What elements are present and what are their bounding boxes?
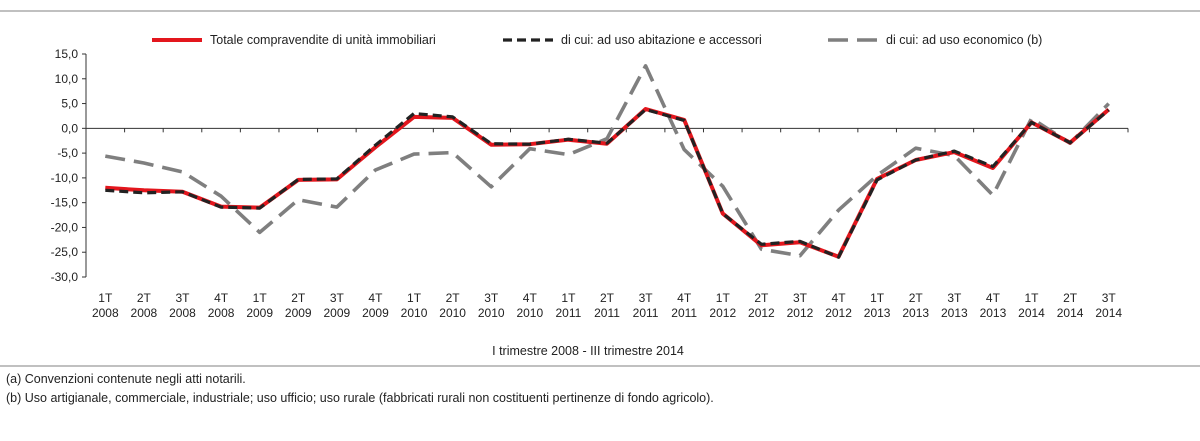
series-line-2 bbox=[105, 107, 1110, 259]
x-tick-label: 3T 2008 bbox=[169, 291, 196, 320]
x-tick-label: 4T 2010 bbox=[516, 291, 543, 320]
x-tick-label: 1T 2013 bbox=[864, 291, 891, 320]
axes: 15,0 10,0 5,0 0,0 -5,0 -10,0 -15,0 -20,0 -25,0 -3… bbox=[51, 47, 1129, 320]
line-chart: Totale compravendite di unità immobiliar… bbox=[0, 10, 1200, 367]
footnote-b: (b) Uso artigianale, commerciale, indust… bbox=[6, 391, 714, 405]
y-tick-label: 10,0 bbox=[55, 72, 79, 86]
x-tick-label: 3T 2010 bbox=[478, 291, 505, 320]
y-tick-label: -5,0 bbox=[57, 146, 78, 160]
y-tick-label: -25,0 bbox=[51, 245, 79, 259]
x-tick-label: 1T 2011 bbox=[556, 291, 582, 320]
series-line-3 bbox=[104, 64, 1110, 258]
series-layer bbox=[104, 64, 1111, 259]
legend: Totale compravendite di unità immobiliar… bbox=[152, 33, 1042, 47]
x-tick-label: 1T 2014 bbox=[1018, 291, 1045, 320]
x-tick-label: 3T 2011 bbox=[633, 291, 659, 320]
x-tick-label: 1T 2008 bbox=[92, 291, 119, 320]
x-tick-label: 2T 2008 bbox=[131, 291, 158, 320]
x-tick-label: 1T 2009 bbox=[246, 291, 273, 320]
footnotes: (a) Convenzioni contenute negli atti not… bbox=[6, 370, 714, 408]
x-tick-label: 1T 2010 bbox=[401, 291, 428, 320]
y-tick-label: -30,0 bbox=[51, 270, 79, 284]
x-tick-label: 1T 2012 bbox=[709, 291, 736, 320]
y-tick-label: -10,0 bbox=[51, 171, 79, 185]
legend-label-2: di cui: ad uso abitazione e accessori bbox=[561, 33, 762, 47]
x-tick-label: 4T 2013 bbox=[980, 291, 1007, 320]
x-tick-label: 4T 2011 bbox=[671, 291, 697, 320]
x-tick-label: 2T 2012 bbox=[748, 291, 775, 320]
x-tick-label: 2T 2010 bbox=[439, 291, 466, 320]
x-tick-label: 4T 2009 bbox=[362, 291, 389, 320]
y-tick-label: 5,0 bbox=[61, 97, 78, 111]
x-tick-label: 2T 2011 bbox=[594, 291, 620, 320]
x-tick-label: 3T 2014 bbox=[1095, 291, 1122, 320]
legend-label-3: di cui: ad uso economico (b) bbox=[886, 33, 1042, 47]
x-tick-label: 2T 2013 bbox=[902, 291, 929, 320]
x-tick-label: 4T 2008 bbox=[208, 291, 235, 320]
y-tick-label: -15,0 bbox=[51, 196, 79, 210]
x-tick-label: 3T 2013 bbox=[941, 291, 968, 320]
y-tick-label: -20,0 bbox=[51, 220, 79, 234]
footnote-a: (a) Convenzioni contenute negli atti not… bbox=[6, 372, 246, 386]
x-tick-label: 3T 2012 bbox=[787, 291, 814, 320]
y-tick-label: 0,0 bbox=[61, 121, 78, 135]
x-tick-label: 4T 2012 bbox=[825, 291, 852, 320]
x-tick-label: 2T 2014 bbox=[1057, 291, 1084, 320]
y-tick-label: 15,0 bbox=[55, 47, 79, 61]
x-axis-title: I trimestre 2008 - III trimestre 2014 bbox=[492, 344, 684, 358]
x-tick-label: 3T 2009 bbox=[324, 291, 351, 320]
x-tick-label: 2T 2009 bbox=[285, 291, 312, 320]
legend-label-1: Totale compravendite di unità immobiliar… bbox=[210, 33, 436, 47]
series-line-1 bbox=[105, 107, 1111, 259]
